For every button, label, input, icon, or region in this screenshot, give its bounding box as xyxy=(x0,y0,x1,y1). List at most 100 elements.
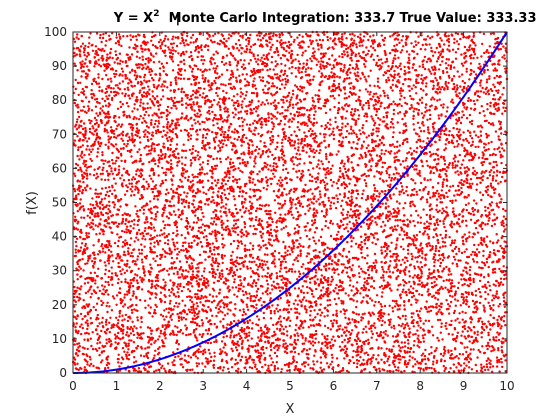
scatter-point xyxy=(85,96,87,98)
scatter-point xyxy=(123,318,125,320)
scatter-point xyxy=(473,281,475,283)
scatter-point xyxy=(378,130,380,132)
scatter-point xyxy=(222,205,224,207)
scatter-point xyxy=(227,139,229,141)
scatter-point xyxy=(394,54,396,56)
scatter-point xyxy=(262,240,264,242)
scatter-point xyxy=(426,300,428,302)
scatter-point xyxy=(380,249,382,251)
scatter-point xyxy=(215,258,217,260)
scatter-point xyxy=(478,63,480,65)
scatter-point xyxy=(477,219,479,221)
scatter-point xyxy=(212,199,214,201)
scatter-point xyxy=(444,325,446,327)
scatter-point xyxy=(281,279,283,281)
scatter-point xyxy=(367,102,369,104)
scatter-point xyxy=(392,62,394,64)
scatter-point xyxy=(473,199,475,201)
scatter-point xyxy=(155,120,157,122)
scatter-point xyxy=(493,63,495,65)
scatter-point xyxy=(216,157,218,159)
scatter-point xyxy=(77,169,79,171)
scatter-point xyxy=(79,236,81,238)
scatter-point xyxy=(300,142,302,144)
scatter-point xyxy=(455,290,457,292)
scatter-point xyxy=(458,321,460,323)
scatter-point xyxy=(363,352,365,354)
scatter-point xyxy=(212,257,214,259)
scatter-point xyxy=(320,107,322,109)
scatter-point xyxy=(414,69,416,71)
scatter-point xyxy=(305,300,307,302)
scatter-point xyxy=(138,66,140,68)
scatter-point xyxy=(372,333,374,335)
scatter-point xyxy=(296,153,298,155)
scatter-point xyxy=(275,117,277,119)
scatter-point xyxy=(399,330,401,332)
scatter-point xyxy=(380,58,382,60)
scatter-point xyxy=(219,210,221,212)
scatter-point xyxy=(327,304,329,306)
scatter-point xyxy=(246,73,248,75)
scatter-point xyxy=(490,183,492,185)
scatter-point xyxy=(193,110,195,112)
scatter-point xyxy=(143,178,145,180)
scatter-point xyxy=(298,170,300,172)
scatter-point xyxy=(380,261,382,263)
scatter-point xyxy=(246,91,248,93)
scatter-point xyxy=(202,140,204,142)
scatter-point xyxy=(171,361,173,363)
scatter-point xyxy=(468,78,470,80)
scatter-point xyxy=(462,80,464,82)
scatter-point xyxy=(271,304,273,306)
scatter-point xyxy=(399,219,401,221)
scatter-point xyxy=(405,282,407,284)
scatter-point xyxy=(236,139,238,141)
scatter-point xyxy=(125,334,127,336)
scatter-point xyxy=(108,276,110,278)
scatter-point xyxy=(443,210,445,212)
scatter-point xyxy=(245,235,247,237)
scatter-point xyxy=(438,173,440,175)
scatter-point xyxy=(304,135,306,137)
scatter-point xyxy=(390,179,392,181)
scatter-point xyxy=(345,117,347,119)
scatter-point xyxy=(135,296,137,298)
scatter-point xyxy=(104,160,106,162)
scatter-point xyxy=(206,317,208,319)
scatter-point xyxy=(477,136,479,138)
scatter-point xyxy=(158,157,160,159)
scatter-point xyxy=(107,179,109,181)
scatter-point xyxy=(476,261,478,263)
scatter-point xyxy=(294,351,296,353)
scatter-point xyxy=(427,288,429,290)
scatter-point xyxy=(73,188,75,190)
scatter-point xyxy=(181,40,183,42)
scatter-point xyxy=(431,36,433,38)
scatter-point xyxy=(203,121,205,123)
scatter-point xyxy=(85,72,87,74)
scatter-point xyxy=(425,85,427,87)
scatter-point xyxy=(372,34,374,36)
scatter-point xyxy=(134,103,136,105)
scatter-point xyxy=(158,335,160,337)
scatter-point xyxy=(489,285,491,287)
scatter-point xyxy=(421,359,423,361)
scatter-point xyxy=(164,288,166,290)
scatter-point xyxy=(108,195,110,197)
scatter-point xyxy=(326,62,328,64)
scatter-point xyxy=(126,102,128,104)
scatter-point xyxy=(121,123,123,125)
scatter-point xyxy=(500,278,502,280)
scatter-point xyxy=(196,362,198,364)
scatter-point xyxy=(468,97,470,99)
scatter-point xyxy=(245,39,247,41)
scatter-point xyxy=(443,156,445,158)
scatter-point xyxy=(134,74,136,76)
scatter-point xyxy=(221,182,223,184)
scatter-point xyxy=(456,230,458,232)
scatter-point xyxy=(460,53,462,55)
scatter-point xyxy=(311,97,313,99)
scatter-point xyxy=(161,167,163,169)
scatter-point xyxy=(123,342,125,344)
